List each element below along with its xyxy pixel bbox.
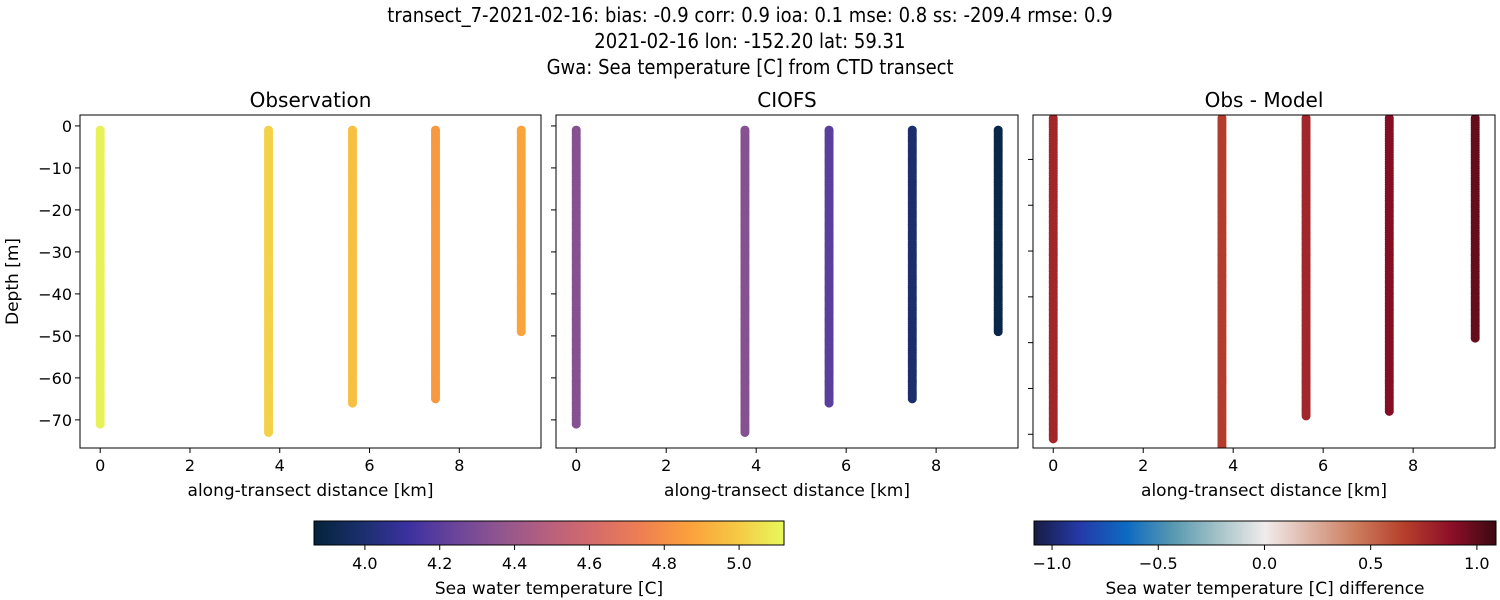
x-tick-label: 2 [185,456,195,475]
x-tick-label: 4 [275,456,285,475]
data-point [1218,445,1226,448]
data-point [1301,411,1311,421]
colorbar-label: Sea water temperature [C] difference [1105,579,1424,599]
y-tick-label: −10 [38,159,72,178]
axes-frame [1032,114,1496,449]
x-axis-label: along-transect distance [km] [188,481,434,501]
colorbar-label: Sea water temperature [C] [435,579,663,599]
data-point [1217,448,1226,457]
panel-2: CIOFS 0 2 4 6 8 along-transect distance [km] [551,88,1019,501]
colorbar-tick-label: −0.5 [1139,554,1178,573]
y-axis-label: Depth [m] [3,238,23,325]
colorbar-gradient [1033,520,1497,546]
x-axis-label: along-transect distance [km] [664,481,910,501]
data-point [907,394,917,404]
x-tick-label: 8 [1408,456,1418,475]
figure-title-line-3: Gwa: Sea temperature [C] from CTD transe… [546,55,954,79]
profile-5 [1470,115,1480,343]
y-tick-label: 0 [62,117,72,136]
colorbar-tick-label: 4.8 [652,554,677,573]
panel-title: Obs - Model [1205,88,1324,112]
profile-3 [1301,115,1311,421]
profile-2 [264,125,274,437]
data-point [740,427,750,437]
colorbar-tick-label: 4.6 [577,554,602,573]
profile-5 [993,125,1003,337]
profile-5 [516,125,526,337]
profile-1 [571,125,581,429]
x-tick-label: 0 [1048,456,1058,475]
data-point [1384,406,1394,416]
data-points [571,125,1003,437]
colorbar-tick-label: 4.4 [502,554,527,573]
data-point [264,427,274,437]
x-tick-label: 0 [571,456,581,475]
y-tick-label: −70 [38,411,72,430]
y-tick-label: −60 [38,369,72,388]
colorbar-tick-label: 4.0 [352,554,377,573]
y-tick-label: −40 [38,285,72,304]
x-tick-label: 4 [751,456,761,475]
y-tick-label: −20 [38,201,72,220]
x-tick-label: 6 [841,456,851,475]
data-point [95,419,105,429]
colorbar-tick-label: 5.0 [726,554,751,573]
colorbar-tick-label: 1.0 [1464,554,1489,573]
y-tick-label: −50 [38,327,72,346]
x-axis-label: along-transect distance [km] [1141,481,1387,501]
data-points [1048,115,1480,457]
panel-title: Observation [250,88,372,112]
profile-4 [907,125,917,404]
axes-frame [79,114,542,449]
colorbar-gradient [313,520,785,546]
data-points [95,125,526,437]
data-point [1048,434,1058,444]
profile-2 [740,125,750,437]
data-point [1470,333,1480,343]
data-point [431,394,441,404]
figure-title-line-1: transect_7-2021-02-16: bias: -0.9 corr: … [387,3,1113,27]
y-tick-label: −30 [38,243,72,262]
profile-1 [95,125,105,429]
colorbar-tick-label: 0.0 [1252,554,1277,573]
axes-frame [555,114,1019,449]
x-tick-label: 8 [454,456,464,475]
panel-3: Obs - Model 0 2 4 6 8 along-transect distance … [1028,88,1496,501]
profile-3 [824,125,834,408]
x-tick-label: 0 [95,456,105,475]
profile-1 [1048,115,1058,444]
profile-2 [1217,115,1227,457]
data-point [516,327,526,337]
colorbar-tick-label: 0.5 [1358,554,1383,573]
x-tick-label: 2 [661,456,671,475]
data-point [824,398,834,408]
colorbar-tick-label: 4.2 [427,554,452,573]
x-tick-label: 4 [1228,456,1238,475]
figure-title-line-2: 2021-02-16 lon: -152.20 lat: 59.31 [594,29,906,53]
x-tick-label: 6 [1318,456,1328,475]
x-tick-label: 8 [931,456,941,475]
panel-1: Observation 0 2 4 6 8 along-transect distance … [3,88,542,501]
profile-4 [1384,115,1394,416]
x-tick-label: 6 [364,456,374,475]
colorbar-tick-label: −1.0 [1033,554,1072,573]
colorbar-2: −1.0 −0.5 0.0 0.5 1.0 Sea water temperature [… [1033,520,1497,599]
data-point [347,398,357,408]
colorbar-1: 4.0 4.2 4.4 4.6 4.8 5.0 Sea water temperature … [313,520,785,599]
profile-4 [431,125,441,404]
data-point [993,327,1003,337]
panel-title: CIOFS [757,88,816,112]
data-point [571,419,581,429]
x-tick-label: 2 [1138,456,1148,475]
profile-3 [347,125,357,408]
